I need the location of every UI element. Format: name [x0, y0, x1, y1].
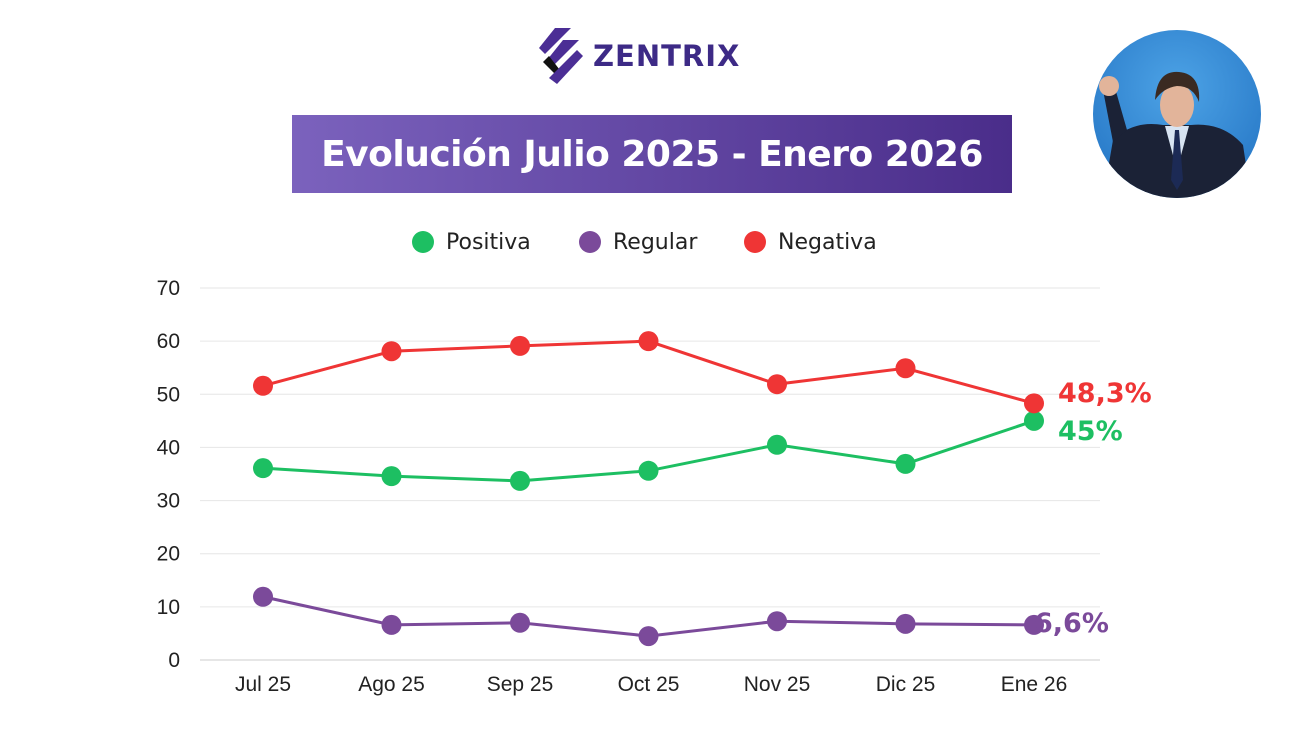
data-point-regular — [381, 614, 402, 635]
y-tick-label: 50 — [157, 383, 180, 406]
zentrix-logo: ZENTRIX — [537, 26, 740, 86]
legend-label-positiva: Positiva — [446, 230, 531, 255]
x-tick-label: Nov 25 — [744, 673, 811, 696]
x-tick-label: Sep 25 — [487, 673, 554, 696]
data-point-regular — [1024, 614, 1044, 635]
data-point-positiva — [1024, 410, 1044, 431]
data-point-negativa — [510, 335, 530, 356]
data-point-regular — [253, 586, 273, 607]
data-point-positiva — [381, 466, 402, 487]
y-tick-label: 60 — [157, 330, 180, 353]
y-tick-label: 40 — [157, 436, 180, 459]
chart-title: Evolución Julio 2025 - Enero 2026 — [321, 133, 983, 175]
data-point-positiva — [767, 434, 787, 455]
end-label-regular: 6,6% — [1034, 608, 1109, 639]
data-point-negativa — [381, 341, 402, 362]
x-tick-label: Dic 25 — [876, 673, 936, 696]
legend-label-negativa: Negativa — [778, 230, 877, 255]
x-tick-label: Ene 26 — [1001, 673, 1068, 696]
end-label-positiva: 45% — [1058, 416, 1123, 447]
data-point-positiva — [638, 460, 659, 481]
data-point-negativa — [253, 375, 273, 396]
x-tick-label: Jul 25 — [235, 673, 291, 696]
y-tick-label: 10 — [157, 596, 180, 619]
legend-marker-regular — [579, 231, 601, 253]
y-tick-label: 70 — [157, 277, 180, 300]
x-tick-label: Oct 25 — [618, 673, 680, 696]
data-point-regular — [510, 612, 530, 633]
x-tick-label: Ago 25 — [358, 673, 425, 696]
data-point-regular — [638, 626, 659, 647]
zentrix-logo-icon — [539, 28, 583, 84]
legend-marker-negativa — [744, 231, 766, 253]
title-banner: Evolución Julio 2025 - Enero 2026 — [292, 115, 1012, 193]
end-label-negativa: 48,3% — [1058, 378, 1152, 409]
person-photo — [1093, 30, 1261, 198]
data-point-negativa — [895, 358, 916, 379]
data-point-positiva — [253, 458, 273, 479]
y-tick-label: 0 — [168, 649, 180, 672]
data-point-negativa — [638, 331, 659, 352]
data-point-positiva — [510, 470, 530, 491]
data-point-negativa — [767, 374, 787, 395]
data-point-positiva — [895, 453, 916, 474]
logo-text: ZENTRIX — [593, 39, 741, 73]
data-point-regular — [895, 613, 916, 634]
data-point-regular — [767, 611, 787, 632]
data-point-negativa — [1024, 393, 1044, 414]
legend-marker-positiva — [412, 231, 434, 253]
y-tick-label: 20 — [157, 543, 180, 566]
y-tick-label: 30 — [157, 490, 180, 513]
legend-label-regular: Regular — [613, 230, 698, 255]
